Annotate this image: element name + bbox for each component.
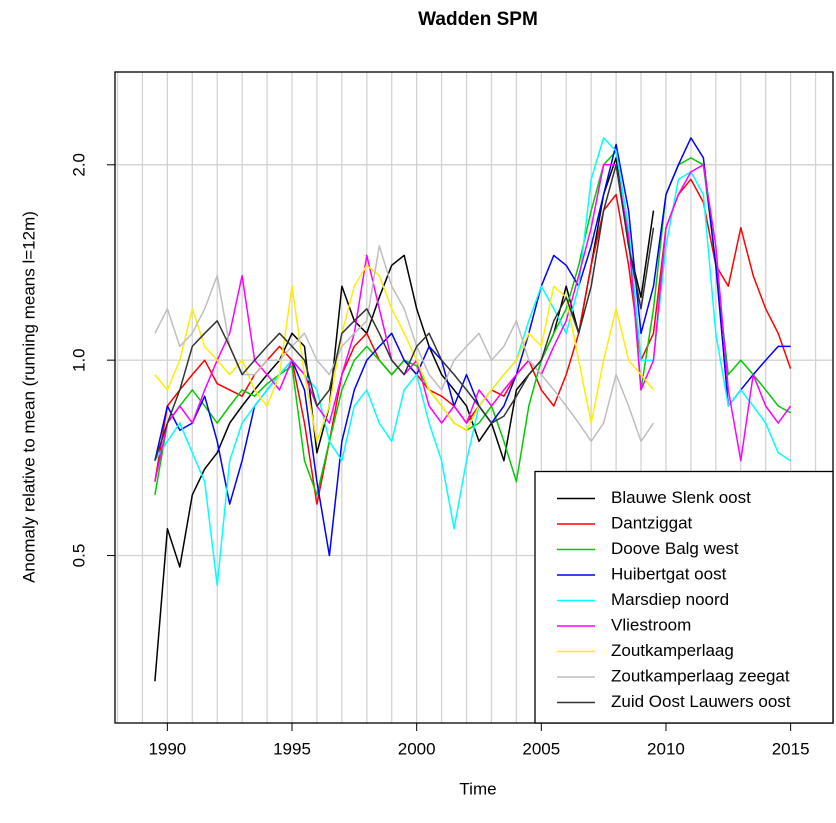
x-tick-label: 2005 (522, 739, 560, 758)
y-tick-label: 2.0 (69, 153, 88, 177)
legend-label: Zoutkamperlaag (611, 641, 734, 660)
y-tick-label: 1.0 (69, 348, 88, 372)
plot-border (114, 71, 834, 724)
plot-area (154, 137, 792, 682)
x-axis-label: Time (459, 779, 496, 798)
legend-label: Zoutkamperlaag zeegat (611, 666, 790, 685)
legend-label: Blauwe Slenk oost (611, 488, 751, 507)
series-line (154, 164, 655, 461)
x-tick-label: 1990 (148, 739, 186, 758)
legend-label: Doove Balg west (611, 539, 739, 558)
legend-label: Dantziggat (611, 513, 693, 532)
x-tick-label: 2015 (772, 739, 810, 758)
series-line (154, 264, 655, 443)
x-tick-label: 2010 (647, 739, 685, 758)
x-tick-label: 2000 (398, 739, 436, 758)
legend-label: Huibertgat oost (611, 564, 727, 583)
y-tick-label: 0.5 (69, 544, 88, 568)
x-tick-label: 1995 (273, 739, 311, 758)
series-line (154, 150, 791, 496)
series-line (154, 178, 792, 505)
y-axis-label: Anomaly relative to mean (running means … (19, 211, 38, 583)
legend-label: Marsdiep noord (611, 590, 729, 609)
legend-box (534, 470, 834, 724)
legend-label: Vliestroom (611, 615, 691, 634)
series-line (154, 157, 655, 682)
chart-title: Wadden SPM (418, 9, 538, 30)
legend-label: Zuid Oost Lauwers oost (611, 692, 791, 711)
